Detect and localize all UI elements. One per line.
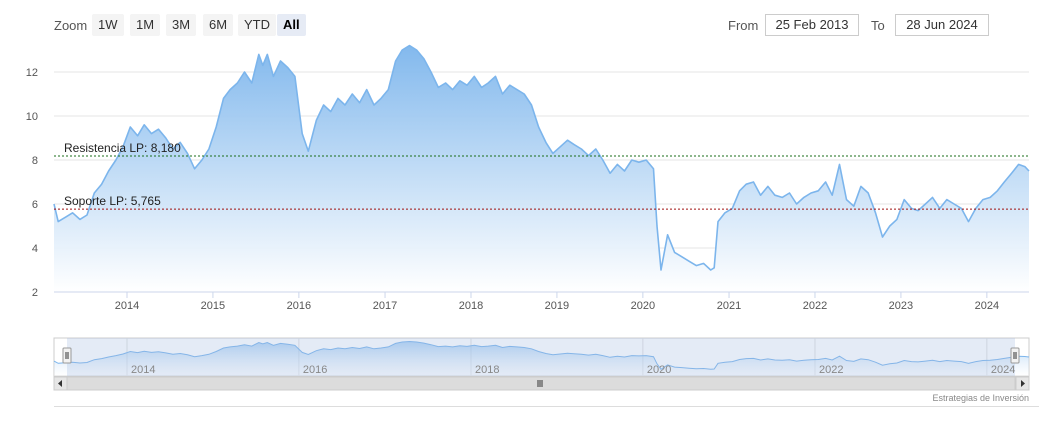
y-tick-label: 2 [32, 287, 38, 299]
zoom-all-button[interactable]: All [277, 14, 306, 36]
zoom-1m-button[interactable]: 1M [130, 14, 161, 36]
footer-divider [54, 406, 1039, 407]
navigator-tick-label: 2024 [991, 364, 1015, 376]
navigator-labels: 2014 2016 2018 2020 2022 2024 [131, 364, 1015, 376]
to-label: To [871, 18, 885, 33]
arrow-right-icon [1021, 380, 1025, 387]
to-date-input[interactable] [895, 14, 989, 36]
zoom-ytd-button[interactable]: YTD [238, 14, 276, 36]
credits-text: Estrategias de Inversión [932, 393, 1029, 403]
navigator-series [53, 340, 1030, 376]
navigator-line [53, 340, 1030, 370]
navigator-tick-label: 2014 [131, 364, 155, 376]
x-tick-label: 2021 [717, 300, 741, 312]
x-tick-label: 2017 [373, 300, 397, 312]
y-tick-label: 8 [32, 155, 38, 167]
navigator-tick-label: 2022 [819, 364, 843, 376]
zoom-3m-button[interactable]: 3M [166, 14, 197, 36]
navigator[interactable]: 2014 2016 2018 2020 2022 2024 [53, 337, 1030, 377]
series-area [54, 45, 1029, 292]
resistance-label: Resistencia LP: 8,180 [64, 141, 181, 155]
scrollbar[interactable] [53, 376, 1030, 391]
navigator-left-handle[interactable] [62, 347, 72, 364]
zoom-1w-button[interactable]: 1W [92, 14, 124, 36]
annotation-layer: Resistencia LP: 8,180 Soporte LP: 5,765 [54, 141, 1029, 210]
x-axis: 2014 2015 2016 2017 2018 2019 2020 2021 2022 2023… [115, 292, 999, 312]
navigator-area [54, 341, 1029, 376]
scroll-left-button[interactable] [53, 376, 68, 391]
support-label: Soporte LP: 5,765 [64, 194, 161, 208]
x-tick-label: 2018 [459, 300, 483, 312]
navigator-mask [67, 338, 1015, 376]
from-label: From [728, 18, 759, 33]
x-tick-label: 2023 [889, 300, 913, 312]
navigator-tick-label: 2018 [475, 364, 499, 376]
navigator-right-handle[interactable] [1010, 347, 1020, 364]
y-axis: 2 4 6 8 10 12 [26, 67, 38, 299]
arrow-left-icon [58, 380, 62, 387]
from-date-input[interactable] [765, 14, 859, 36]
x-tick-label: 2020 [631, 300, 655, 312]
zoom-label: Zoom [54, 18, 88, 33]
zoom-6m-button[interactable]: 6M [203, 14, 234, 36]
y-tick-label: 10 [26, 111, 38, 123]
x-tick-label: 2019 [545, 300, 569, 312]
scroll-right-button[interactable] [1015, 376, 1030, 391]
x-tick-label: 2022 [803, 300, 827, 312]
series-layer [53, 44, 1030, 292]
y-tick-label: 6 [32, 199, 38, 211]
x-tick-label: 2014 [115, 300, 139, 312]
y-tick-label: 4 [32, 243, 38, 255]
scrollbar-grip-icon [537, 380, 543, 387]
navigator-tick-label: 2016 [303, 364, 327, 376]
range-selector-toolbar: Zoom 1W 1M 3M 6M YTD All From To [0, 0, 1057, 50]
x-tick-label: 2015 [201, 300, 225, 312]
series-line [53, 44, 1030, 271]
y-tick-label: 12 [26, 67, 38, 79]
scrollbar-thumb[interactable] [66, 376, 1016, 391]
x-tick-label: 2024 [975, 300, 999, 312]
x-tick-label: 2016 [287, 300, 311, 312]
navigator-tick-label: 2020 [647, 364, 671, 376]
